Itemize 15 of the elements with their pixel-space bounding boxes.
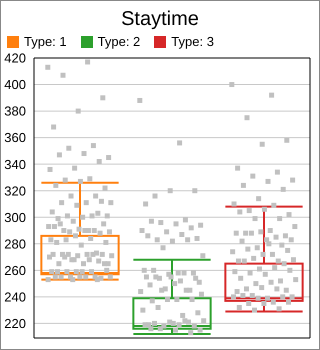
y-tick-label: 360 <box>4 130 26 146</box>
y-tick-label: 220 <box>4 316 26 332</box>
chart-title: Staytime <box>120 7 200 32</box>
y-tick-label: 340 <box>4 156 26 172</box>
y-tick-label: 380 <box>4 104 26 119</box>
y-tick-label: 260 <box>4 262 26 278</box>
y-tick-label: 300 <box>4 210 26 225</box>
y-tick-label: 280 <box>4 236 26 252</box>
legend-label: Type: 1 <box>24 34 67 49</box>
legend-label: Type: 2 <box>98 34 140 49</box>
y-tick-label: 420 <box>4 50 26 66</box>
y-tick-label: 320 <box>4 183 26 198</box>
y-tick-label: 240 <box>4 289 26 304</box>
y-tick-label: 400 <box>4 77 26 92</box>
legend-label: Type: 3 <box>171 34 214 49</box>
